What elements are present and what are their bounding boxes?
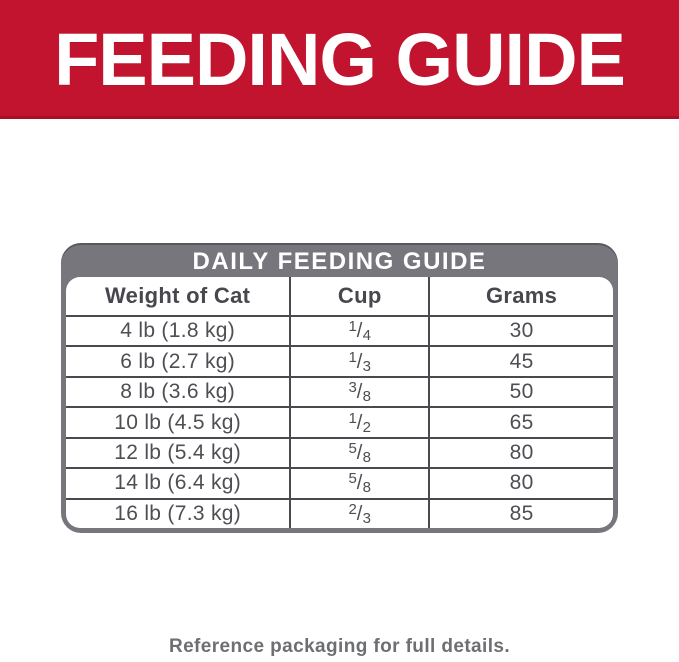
feeding-table-container: Weight of Cat Cup Grams 4 lb (1.8 kg) 1/…: [66, 277, 613, 528]
cup-cell: 5/8: [289, 467, 431, 500]
weight-cell: 6 lb (2.7 kg): [66, 345, 292, 378]
cup-cell: 1/3: [289, 345, 431, 378]
fraction-denominator: 8: [362, 388, 371, 406]
weight-cell: 12 lb (5.4 kg): [66, 436, 292, 470]
daily-feeding-guide-card: DAILY FEEDING GUIDE Weight of Cat Cup Gr…: [61, 243, 618, 533]
fraction-slash: /: [356, 441, 363, 464]
fraction-numerator: 3: [348, 379, 357, 397]
table-row: 12 lb (5.4 kg) 5/8 80: [66, 436, 613, 470]
feeding-table: Weight of Cat Cup Grams 4 lb (1.8 kg) 1/…: [66, 277, 613, 528]
weight-cell: 16 lb (7.3 kg): [66, 497, 292, 528]
fraction-slash: /: [356, 350, 363, 373]
fraction-slash: /: [356, 381, 363, 404]
weight-cell: 4 lb (1.8 kg): [66, 314, 292, 348]
table-row: 6 lb (2.7 kg) 1/3 45: [66, 345, 613, 378]
fraction-denominator: 3: [362, 509, 371, 527]
fraction-denominator: 3: [362, 357, 371, 375]
weight-cell: 10 lb (4.5 kg): [66, 406, 292, 439]
fraction-denominator: 2: [362, 418, 371, 436]
grams-cell: 80: [428, 467, 613, 500]
cup-cell: 1/4: [289, 314, 431, 348]
fraction-denominator: 8: [362, 448, 371, 466]
fraction-slash: /: [356, 411, 363, 434]
fraction-denominator: 4: [362, 327, 371, 345]
fraction-numerator: 5: [348, 439, 357, 457]
table-row: 4 lb (1.8 kg) 1/4 30: [66, 314, 613, 348]
column-header-cup: Cup: [289, 277, 431, 317]
fraction-slash: /: [356, 502, 363, 525]
grams-cell: 45: [428, 345, 613, 378]
fraction-slash: /: [356, 472, 363, 495]
fraction-slash: /: [356, 320, 363, 343]
fraction-numerator: 1: [348, 348, 357, 366]
table-row: 16 lb (7.3 kg) 2/3 85: [66, 497, 613, 528]
table-row: 8 lb (3.6 kg) 3/8 50: [66, 375, 613, 409]
cup-cell: 3/8: [289, 375, 431, 409]
column-header-grams: Grams: [428, 277, 613, 317]
grams-cell: 50: [428, 375, 613, 409]
weight-cell: 14 lb (6.4 kg): [66, 467, 292, 500]
weight-cell: 8 lb (3.6 kg): [66, 375, 292, 409]
fraction-numerator: 5: [348, 470, 357, 488]
banner-title: FEEDING GUIDE: [54, 18, 626, 101]
table-header-row: Weight of Cat Cup Grams: [66, 277, 613, 317]
card-title: DAILY FEEDING GUIDE: [192, 248, 487, 275]
cup-cell: 1/2: [289, 406, 431, 439]
table-row: 10 lb (4.5 kg) 1/2 65: [66, 406, 613, 439]
footer-note: Reference packaging for full details.: [168, 636, 511, 657]
fraction-numerator: 2: [348, 500, 357, 518]
grams-cell: 30: [428, 314, 613, 348]
cup-cell: 2/3: [289, 497, 431, 528]
fraction-numerator: 1: [348, 318, 357, 336]
fraction-denominator: 8: [362, 479, 371, 497]
banner: FEEDING GUIDE: [0, 0, 679, 119]
table-row: 14 lb (6.4 kg) 5/8 80: [66, 467, 613, 500]
grams-cell: 65: [428, 406, 613, 439]
grams-cell: 85: [428, 497, 613, 528]
fraction-numerator: 1: [348, 409, 357, 427]
cup-cell: 5/8: [289, 436, 431, 470]
column-header-weight: Weight of Cat: [66, 277, 292, 317]
grams-cell: 80: [428, 436, 613, 470]
